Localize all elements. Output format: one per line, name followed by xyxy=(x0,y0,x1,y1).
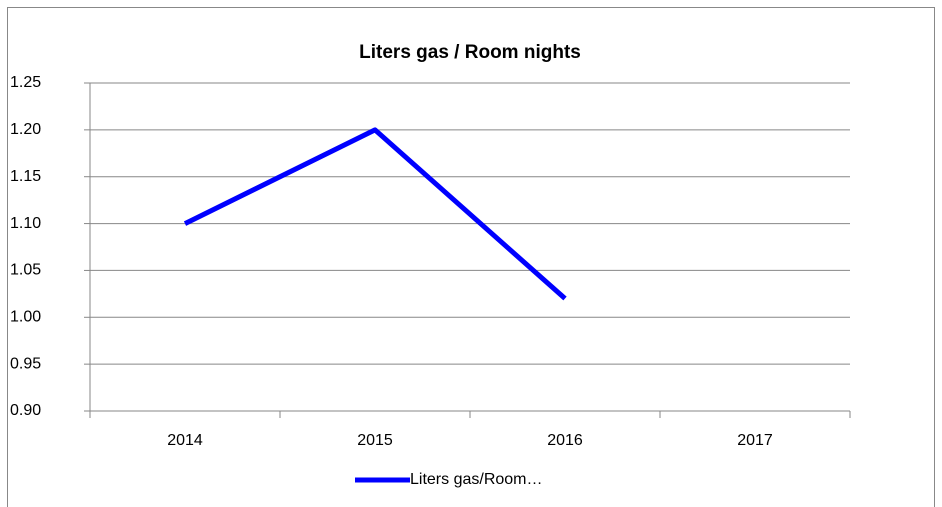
y-tick-label: 1.10 xyxy=(10,215,41,232)
x-tick-label: 2015 xyxy=(357,432,393,449)
x-tick-label: 2014 xyxy=(167,432,203,449)
y-tick-label: 1.20 xyxy=(10,121,41,138)
y-tick-label: 1.25 xyxy=(10,74,41,91)
y-tick-label: 1.05 xyxy=(10,262,41,279)
chart-title: Liters gas / Room nights xyxy=(359,42,581,63)
x-tick-label: 2017 xyxy=(737,432,773,449)
chart-frame xyxy=(7,7,935,507)
y-tick-label: 0.90 xyxy=(10,402,41,419)
legend-label: Liters gas/Room… xyxy=(410,471,543,488)
y-tick-label: 1.15 xyxy=(10,168,41,185)
series-line xyxy=(183,127,567,301)
y-tick-label: 1.00 xyxy=(10,309,41,326)
y-tick-label: 0.95 xyxy=(10,355,41,372)
x-tick-label: 2016 xyxy=(547,432,583,449)
